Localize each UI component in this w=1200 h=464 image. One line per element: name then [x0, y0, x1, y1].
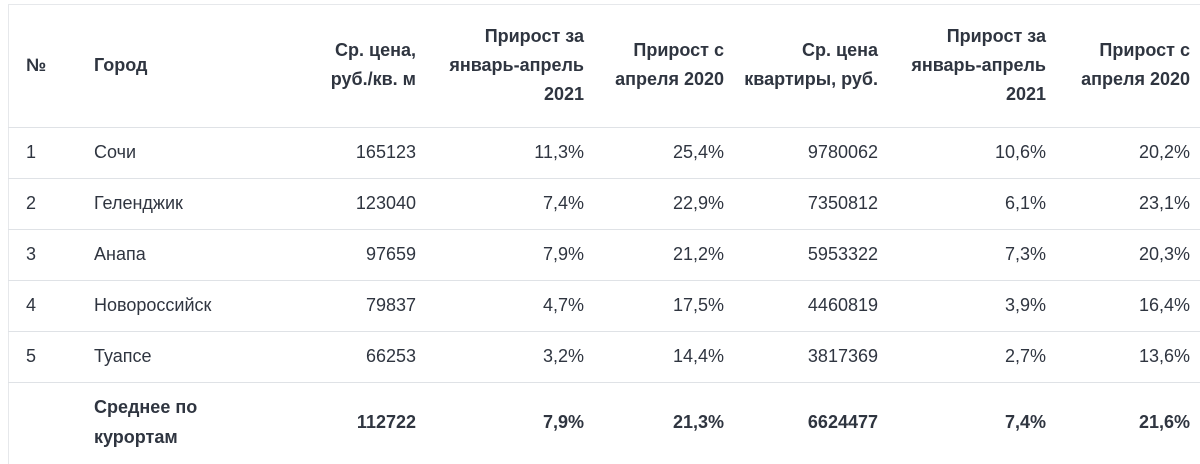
cell-avg-price-flat: 5953322 — [734, 229, 888, 281]
cell-growth-jan-apr-2021-flat: 7,4% — [1004, 412, 1046, 433]
cell-growth-jan-apr-2021-sqm: 4,7% — [426, 280, 594, 332]
header-avg-price-sqm: Ср. цена, руб./кв. м — [294, 4, 426, 128]
cell-avg-price-flat: 4460819 — [734, 280, 888, 332]
cell-growth-jan-apr-2021-flat: 6,1% — [888, 178, 1056, 230]
header-growth-jan-apr-2021-flat: Прирост за январь-апрель 2021 — [888, 4, 1056, 128]
table-row: 2 Геленджик 123040 7,4% 22,9% 7350812 6,… — [8, 178, 1200, 230]
cell-growth-since-apr-2020-flat: 16,4% — [1056, 280, 1200, 332]
header-growth-since-apr-2020-flat: Прирост с апреля 2020 — [1056, 4, 1200, 128]
cell-growth-since-apr-2020-flat: 20,2% — [1056, 127, 1200, 179]
cell-growth-since-apr-2020-sqm: 17,5% — [594, 280, 734, 332]
cell-num: 1 — [8, 127, 76, 179]
cell-city: Сочи — [76, 127, 294, 179]
cell-growth-jan-apr-2021-flat: 3,9% — [888, 280, 1056, 332]
cell-avg-price-sqm: 123040 — [294, 178, 426, 230]
cell-avg-price-sqm: 79837 — [294, 280, 426, 332]
header-num: № — [8, 4, 76, 128]
cell-growth-since-apr-2020-flat: 20,3% — [1056, 229, 1200, 281]
cell-num: 5 — [8, 331, 76, 383]
cell-growth-jan-apr-2021-sqm: 7,4% — [426, 178, 594, 230]
cell-avg-price-sqm: 66253 — [294, 331, 426, 383]
cell-growth-since-apr-2020-sqm: 22,9% — [594, 178, 734, 230]
cell-growth-since-apr-2020-sqm: 21,2% — [594, 229, 734, 281]
cell-avg-price-flat: 6624477 — [807, 412, 878, 433]
header-growth-jan-apr-2021-sqm: Прирост за январь-апрель 2021 — [426, 4, 594, 128]
cell-city: Туапсе — [76, 331, 294, 383]
table-row: 5 Туапсе 66253 3,2% 14,4% 3817369 2,7% 1… — [8, 331, 1200, 383]
header-avg-price-flat: Ср. цена квартиры, руб. — [734, 4, 888, 128]
cell-avg-price-sqm: 97659 — [294, 229, 426, 281]
cell-avg-price-sqm: 112722 — [356, 412, 416, 433]
cell-avg-price-sqm: 165123 — [294, 127, 426, 179]
resort-price-table: № Город Ср. цена, руб./кв. м Прирост за … — [8, 4, 1200, 462]
cell-num: 3 — [8, 229, 76, 281]
table-row: 3 Анапа 97659 7,9% 21,2% 5953322 7,3% 20… — [8, 229, 1200, 281]
cell-avg-price-flat: 3817369 — [734, 331, 888, 383]
table-header-row: № Город Ср. цена, руб./кв. м Прирост за … — [8, 4, 1200, 128]
cell-growth-jan-apr-2021-flat: 2,7% — [888, 331, 1056, 383]
cell-num: 4 — [8, 280, 76, 332]
cell-num: 2 — [8, 178, 76, 230]
cell-growth-jan-apr-2021-sqm: 7,9% — [542, 412, 584, 433]
cell-city: Новороссийск — [76, 280, 294, 332]
cell-growth-jan-apr-2021-sqm: 11,3% — [426, 127, 594, 179]
cell-growth-jan-apr-2021-sqm: 7,9% — [426, 229, 594, 281]
header-growth-since-apr-2020-sqm: Прирост с апреля 2020 — [594, 4, 734, 128]
cell-avg-price-flat: 9780062 — [734, 127, 888, 179]
cell-growth-jan-apr-2021-sqm: 3,2% — [426, 331, 594, 383]
cell-growth-since-apr-2020-flat: 23,1% — [1056, 178, 1200, 230]
table-total-row: Среднее по курортам 112722 7,9% 21,3% 66… — [8, 382, 1200, 462]
table-row: 1 Сочи 165123 11,3% 25,4% 9780062 10,6% … — [8, 127, 1200, 179]
cell-growth-jan-apr-2021-flat: 7,3% — [888, 229, 1056, 281]
cell-growth-since-apr-2020-sqm: 25,4% — [594, 127, 734, 179]
table-row: 4 Новороссийск 79837 4,7% 17,5% 4460819 … — [8, 280, 1200, 332]
cell-growth-since-apr-2020-sqm: 21,3% — [672, 412, 724, 433]
cell-growth-since-apr-2020-flat: 21,6% — [1138, 412, 1190, 433]
cell-num — [8, 382, 76, 462]
cell-avg-price-flat: 7350812 — [734, 178, 888, 230]
cell-city: Среднее по курортам — [94, 397, 198, 448]
cell-city: Анапа — [76, 229, 294, 281]
cell-growth-since-apr-2020-flat: 13,6% — [1056, 331, 1200, 383]
cell-city: Геленджик — [76, 178, 294, 230]
cell-growth-since-apr-2020-sqm: 14,4% — [594, 331, 734, 383]
cell-growth-jan-apr-2021-flat: 10,6% — [888, 127, 1056, 179]
header-city: Город — [76, 4, 294, 128]
